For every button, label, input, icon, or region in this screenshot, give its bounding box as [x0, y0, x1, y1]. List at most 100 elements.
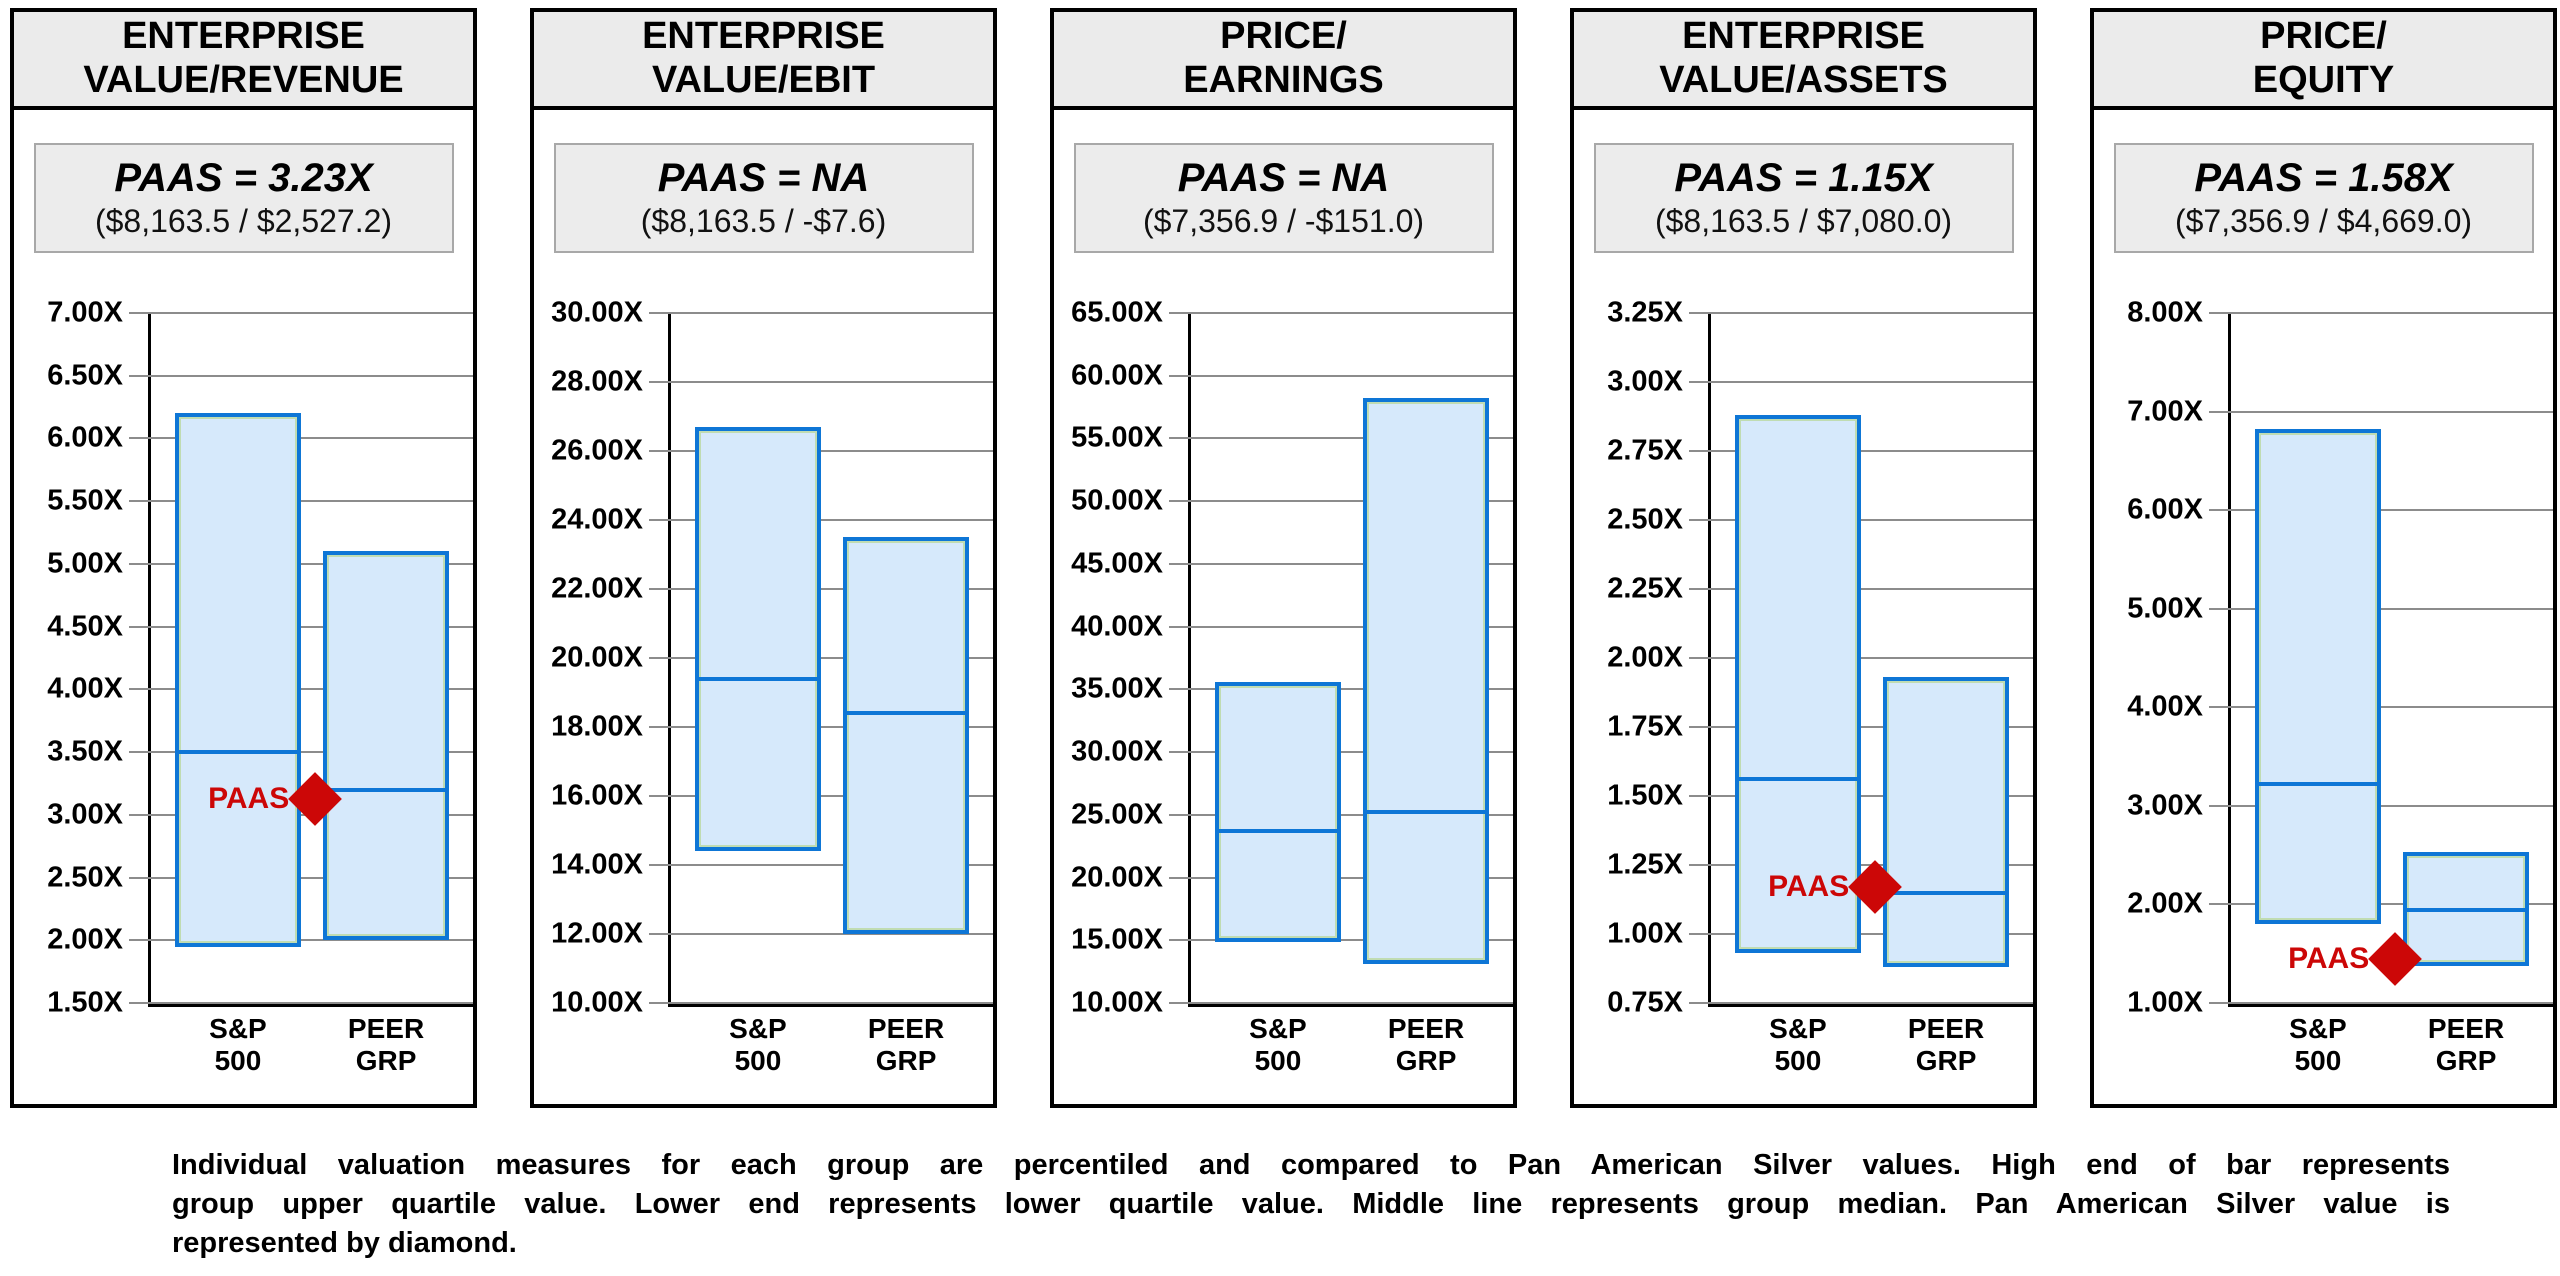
category-label-line: 500 — [734, 1045, 782, 1076]
quartile-bar-sp500 — [2255, 429, 2381, 925]
footnote-line: represented by diamond. — [172, 1227, 517, 1259]
y-axis-tick-label: 2.00X — [1607, 641, 1683, 674]
gridline — [1689, 864, 2033, 866]
gridline — [1689, 726, 2033, 728]
category-label-line: GRP — [1915, 1045, 1977, 1076]
y-axis-tick-label: 4.50X — [47, 610, 123, 643]
panel-title-line: PRICE/ — [2260, 15, 2387, 57]
paas-calculation: ($8,163.5 / -$7.6) — [640, 203, 887, 239]
median-line — [2403, 908, 2529, 913]
gridline — [649, 657, 993, 659]
y-axis-tick-label: 1.00X — [1607, 917, 1683, 950]
gridline — [649, 933, 993, 935]
quartile-bar-peer-grp — [843, 537, 969, 934]
chart-plot-area: 3.25X 3.00X 2.75X 2.50X 2.25X 2.00X 1.75X 1.50X… — [1607, 297, 2033, 1076]
y-axis-tick-label: 24.00X — [551, 503, 643, 536]
y-axis-tick-label: 0.75X — [1607, 986, 1683, 1019]
valuation-panel: ENTERPRISE VALUE/EBIT PAAS = NA ($8,163.5 /… — [530, 8, 997, 1108]
gridline — [649, 450, 993, 452]
median-line — [1363, 810, 1489, 815]
category-label-line: PEER — [1387, 1013, 1465, 1044]
valuation-panel: PRICE/EARNINGS PAAS = NA ($7,356.9 / -$151… — [1050, 8, 1517, 1108]
gridline — [2209, 607, 2553, 610]
gridline — [129, 312, 473, 314]
y-axis-tick-label: 6.00X — [2127, 493, 2203, 526]
median-line — [323, 787, 449, 792]
y-axis-tick-label: 40.00X — [1071, 610, 1163, 643]
gridline — [129, 437, 473, 440]
gridline — [1169, 1002, 1513, 1004]
gridline — [2209, 706, 2553, 709]
category-label-line: S&P — [729, 1013, 787, 1044]
gridline — [1689, 1002, 2033, 1004]
category-label-line: S&P — [1769, 1013, 1827, 1044]
gridline — [1169, 688, 1513, 691]
gridline — [1689, 450, 2033, 452]
gridline — [649, 312, 993, 314]
y-axis-tick-label: 6.00X — [47, 421, 123, 454]
category-label-line: GRP — [2435, 1045, 2497, 1076]
footnote-line: group upper quartile value. Lower end re… — [172, 1188, 2450, 1220]
paas-calculation: ($8,163.5 / $2,527.2) — [94, 203, 393, 239]
gridline — [2209, 312, 2553, 314]
panel-header: PRICE/EQUITY — [2094, 12, 2553, 110]
paas-multiple-value: PAAS = 1.58X — [2194, 156, 2453, 200]
gridline — [129, 374, 473, 377]
y-axis-tick-label: 7.00X — [2127, 395, 2203, 428]
valuation-panel: ENTERPRISE VALUE/ASSETS PAAS = 1.15X ($8,16… — [1570, 8, 2037, 1108]
y-axis-tick-label: 22.00X — [551, 572, 643, 605]
panel-title-line: ENTERPRISE — [122, 15, 365, 57]
category-label: PEER GRP — [1908, 1013, 1984, 1077]
y-axis-tick-label: 30.00X — [551, 296, 643, 329]
category-label: S&P 500 — [1249, 1013, 1307, 1077]
gridline — [1689, 381, 2033, 383]
y-axis-tick-label: 3.00X — [47, 798, 123, 831]
y-axis-tick-label: 2.25X — [1607, 572, 1683, 605]
gridline — [1689, 933, 2033, 935]
gridline — [649, 381, 993, 383]
y-axis-tick-label: 1.50X — [47, 986, 123, 1019]
gridline — [649, 519, 993, 521]
y-axis-tick-label: 16.00X — [551, 779, 643, 812]
paas-calculation: ($7,356.9 / -$151.0) — [1142, 203, 1425, 239]
valuation-panel: PRICE/EQUITY PAAS = 1.58X ($7,356.9 / $4,6… — [2090, 8, 2557, 1108]
y-axis-tick-label: 2.00X — [2127, 887, 2203, 920]
paas-multiple-value: PAAS = NA — [1177, 156, 1390, 200]
category-label: PEER GRP — [868, 1013, 944, 1077]
category-label-line: PEER — [2427, 1013, 2505, 1044]
y-axis-tick-label: 3.25X — [1607, 296, 1683, 329]
y-axis-tick-label: 26.00X — [551, 434, 643, 467]
y-axis-tick-label: 18.00X — [551, 710, 643, 743]
category-label-line: PEER — [867, 1013, 945, 1044]
gridline — [649, 588, 993, 590]
y-axis-tick-label: 20.00X — [551, 641, 643, 674]
y-axis-tick-label: 50.00X — [1071, 484, 1163, 517]
gridline — [1169, 562, 1513, 565]
gridline — [129, 876, 473, 879]
gridline — [2209, 804, 2553, 807]
y-axis-tick-label: 1.75X — [1607, 710, 1683, 743]
category-label: S&P 500 — [1769, 1013, 1827, 1077]
median-line — [2255, 782, 2381, 787]
y-axis-tick-label: 2.75X — [1607, 434, 1683, 467]
category-label-line: 500 — [1774, 1045, 1822, 1076]
gridline — [1169, 312, 1513, 314]
y-axis-tick-label: 28.00X — [551, 365, 643, 398]
quartile-bar-peer-grp — [323, 551, 449, 941]
y-axis-tick-label: 2.50X — [47, 861, 123, 894]
y-axis-tick-label: 30.00X — [1071, 735, 1163, 768]
quartile-bar-sp500 — [1735, 415, 1861, 954]
gridline — [1169, 374, 1513, 377]
gridline — [1689, 312, 2033, 314]
panel-header: ENTERPRISE VALUE/EBIT — [534, 12, 993, 110]
quartile-bar-sp500 — [695, 426, 821, 852]
category-label: PEER GRP — [348, 1013, 424, 1077]
y-axis-tick-label: 10.00X — [1071, 986, 1163, 1019]
gridline — [1689, 795, 2033, 797]
y-axis-tick-label: 1.00X — [2127, 986, 2203, 1019]
paas-calculation: ($7,356.9 / $4,669.0) — [2174, 203, 2473, 239]
gridline — [1169, 813, 1513, 816]
gridline — [2209, 1002, 2553, 1004]
category-label: S&P 500 — [209, 1013, 267, 1077]
paas-marker-label: PAAS — [1768, 870, 1850, 904]
